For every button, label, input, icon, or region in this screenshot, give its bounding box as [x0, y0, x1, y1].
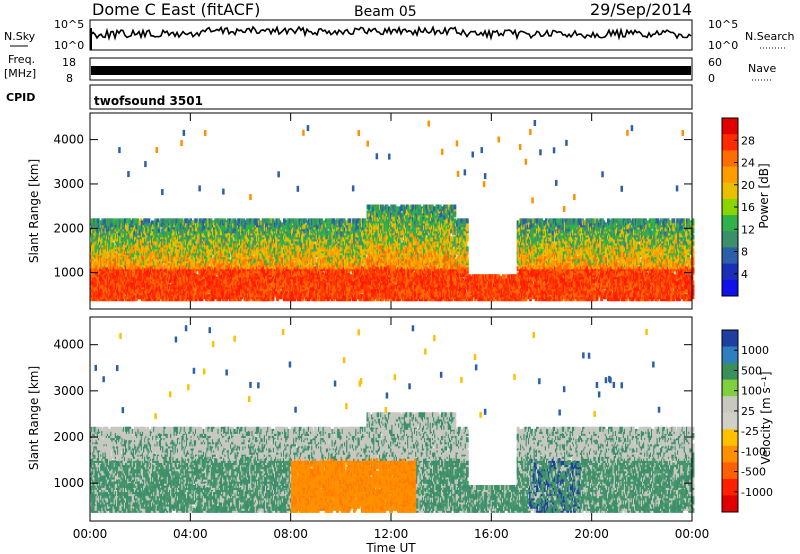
nsky-tick-bottom: 10^0 — [54, 39, 84, 52]
nsearch-tick-top: 10^5 — [708, 18, 738, 31]
nsearch-label: N.Search — [745, 30, 795, 43]
range-gate-cell — [204, 130, 207, 136]
freq-trace — [91, 66, 691, 75]
nsky-strip: N.Sky 10^5 10^0 10^5 10^0 N.Search — [4, 18, 795, 52]
cpid-strip: CPID twofsound 3501 — [6, 85, 692, 109]
range-gate-cell — [198, 185, 201, 191]
range-gate-cell — [183, 130, 186, 136]
beam-title: Beam 05 — [354, 4, 417, 20]
cpid-label: CPID — [6, 91, 35, 104]
nave-tick-bottom: 0 — [708, 72, 715, 85]
nsearch-tick-bottom: 10^0 — [708, 39, 738, 52]
freq-unit: [MHz] — [4, 67, 36, 80]
range-gate-cell — [297, 186, 300, 192]
range-gate-cell — [249, 194, 252, 200]
range-gate-cell — [118, 147, 121, 153]
freq-tick-bottom: 8 — [66, 72, 73, 85]
radar-summary-plot: Dome C East (fitACF) Beam 05 29/Sep/2014… — [0, 0, 800, 554]
nsky-label: N.Sky — [4, 30, 36, 43]
range-gate-cell — [127, 171, 130, 177]
range-gate-cell — [161, 189, 164, 195]
cpid-program: twofsound 3501 — [94, 94, 203, 108]
nave-tick-top: 60 — [708, 56, 722, 69]
range-gate-cell — [222, 189, 225, 195]
freq-tick-top: 18 — [62, 56, 76, 69]
nsky-trace — [91, 27, 691, 50]
nsky-noise-line — [91, 27, 691, 40]
station-title: Dome C East (fitACF) — [92, 0, 260, 19]
figure-canvas: Dome C East (fitACF) Beam 05 29/Sep/2014… — [0, 0, 800, 554]
range-gate-cell — [180, 140, 183, 146]
freq-strip: Freq. [MHz] 18 8 60 0 Nave — [4, 53, 776, 85]
power-scatter-cells — [90, 120, 694, 301]
range-gate-cell — [156, 147, 159, 153]
nsky-tick-top: 10^5 — [54, 18, 84, 31]
date-title: 29/Sep/2014 — [590, 0, 692, 19]
range-gate-cell — [144, 161, 147, 167]
range-gate-cell — [277, 171, 280, 177]
freq-label: Freq. — [8, 53, 35, 66]
nave-label: Nave — [748, 62, 776, 75]
